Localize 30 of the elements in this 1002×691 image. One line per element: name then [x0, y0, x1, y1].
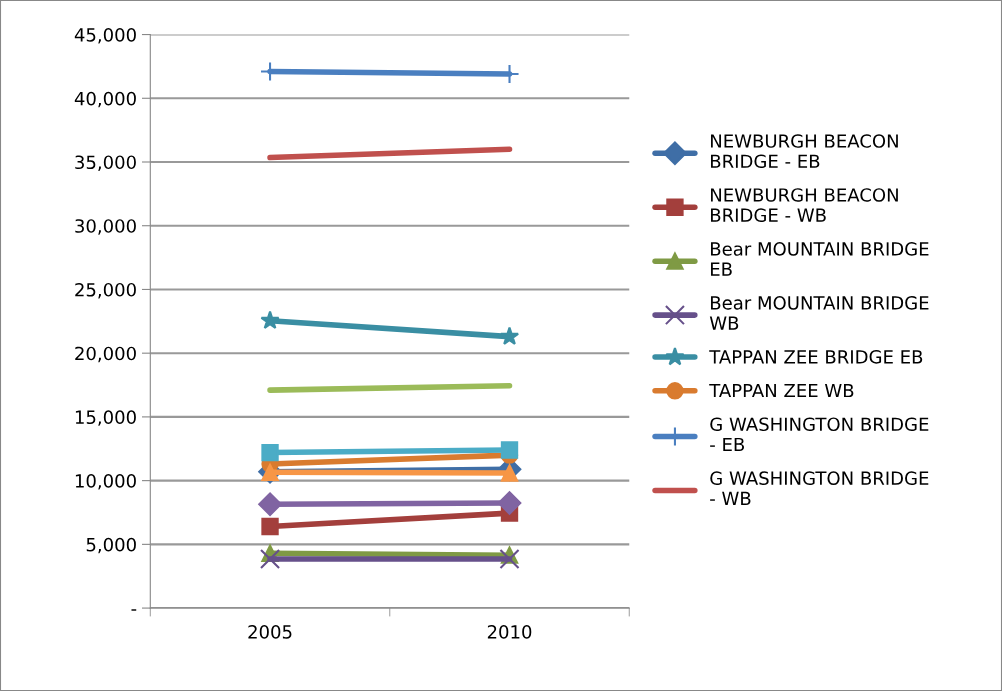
- y-tick-label: -: [131, 609, 137, 611]
- legend-label: NEWBURGH BEACON BRIDGE - EB: [711, 134, 898, 169]
- y-tick-label: 35,000: [75, 155, 136, 171]
- point: [500, 464, 519, 482]
- legend-label: Bear MOUNTAIN BRIDGE EB: [711, 242, 929, 276]
- y-tick-label: 20,000: [75, 346, 136, 363]
- legend-label: G WASHINGTON BRIDGE - WB: [710, 471, 929, 505]
- y-tick-label: 5,000: [86, 537, 136, 554]
- y-tick-label: 10,000: [75, 474, 136, 490]
- point: [260, 310, 280, 330]
- point: [261, 443, 279, 462]
- legend-label: G WASHINGTON BRIDGE - EB: [710, 417, 929, 452]
- y-tick-label: 45,000: [74, 28, 136, 44]
- point: [261, 517, 279, 536]
- legend-label: Bear MOUNTAIN BRIDGE WB: [709, 296, 929, 330]
- point: [258, 492, 282, 517]
- legend-label: NEWBURGH BEACON BRIDGE - WB: [711, 188, 898, 223]
- point: [499, 548, 520, 570]
- y-tick-label: 40,000: [74, 91, 136, 108]
- point: [500, 441, 519, 459]
- legend-label: TAPPAN ZEE BRIDGE EB: [709, 349, 923, 364]
- y-tick-label: 15,000: [75, 410, 136, 426]
- x-tick-label: 2010: [487, 625, 532, 639]
- x-tick-label: 2005: [248, 625, 292, 639]
- y-tick-label: 25,000: [75, 282, 136, 299]
- point: [497, 491, 522, 515]
- legend-label: TAPPAN ZEE WB: [709, 383, 854, 398]
- y-tick-label: 30,000: [75, 219, 136, 235]
- point: [499, 326, 520, 345]
- point: [259, 548, 281, 570]
